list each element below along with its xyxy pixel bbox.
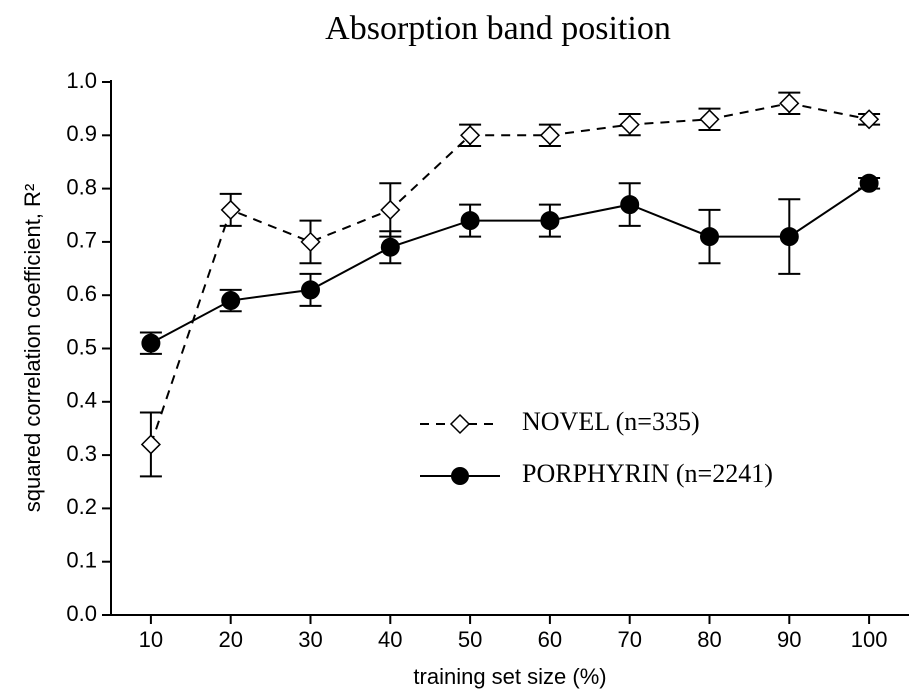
data-point — [140, 434, 161, 455]
x-tick-label: 80 — [697, 627, 721, 652]
data-point — [619, 114, 640, 135]
y-tick-label: 0.1 — [66, 548, 97, 573]
x-axis-label: training set size (%) — [413, 664, 606, 689]
data-point — [859, 173, 879, 193]
x-tick-label: 10 — [139, 627, 163, 652]
series-line — [150, 182, 870, 345]
legend-label: PORPHYRIN (n=2241) — [522, 459, 773, 488]
data-point — [779, 227, 799, 247]
x-tick-label: 50 — [458, 627, 482, 652]
x-tick-label: 70 — [617, 627, 641, 652]
x-tick-label: 20 — [218, 627, 242, 652]
data-point — [301, 280, 320, 300]
y-axis-label: squared correlation coefficient, R² — [20, 184, 45, 513]
y-tick-label: 0.7 — [66, 228, 97, 253]
y-tick-label: 0.5 — [66, 334, 97, 359]
y-tick-label: 0.4 — [66, 388, 97, 413]
series-line — [149, 102, 870, 445]
data-point — [300, 231, 321, 252]
x-tick-label: 60 — [538, 627, 562, 652]
data-point — [700, 227, 719, 247]
data-point — [779, 93, 800, 114]
data-point — [221, 291, 241, 311]
x-tick-label: 90 — [777, 627, 801, 652]
data-point — [141, 333, 161, 353]
data-point — [859, 109, 880, 130]
y-tick-label: 0.6 — [66, 281, 97, 306]
y-tick-label: 0.9 — [66, 121, 97, 146]
x-tick-label: 30 — [298, 627, 322, 652]
legend-marker — [449, 413, 471, 435]
x-tick-label: 40 — [378, 627, 402, 652]
y-tick-label: 0.2 — [66, 494, 97, 519]
data-point — [460, 125, 481, 146]
data-point — [620, 195, 640, 215]
legend-label: NOVEL (n=335) — [522, 407, 700, 436]
data-point — [380, 199, 401, 220]
y-tick-label: 0.8 — [66, 174, 97, 199]
y-tick-label: 0.0 — [66, 601, 97, 626]
data-point — [699, 109, 720, 130]
y-tick-label: 1.0 — [66, 68, 97, 93]
data-point — [220, 199, 241, 220]
legend-marker — [451, 467, 469, 485]
data-point — [460, 211, 480, 231]
data-point — [539, 125, 560, 146]
data-point — [380, 237, 400, 257]
x-tick-label: 100 — [851, 627, 888, 652]
data-point — [540, 211, 560, 231]
chart-title: Absorption band position — [325, 10, 671, 47]
y-tick-label: 0.3 — [66, 441, 97, 466]
